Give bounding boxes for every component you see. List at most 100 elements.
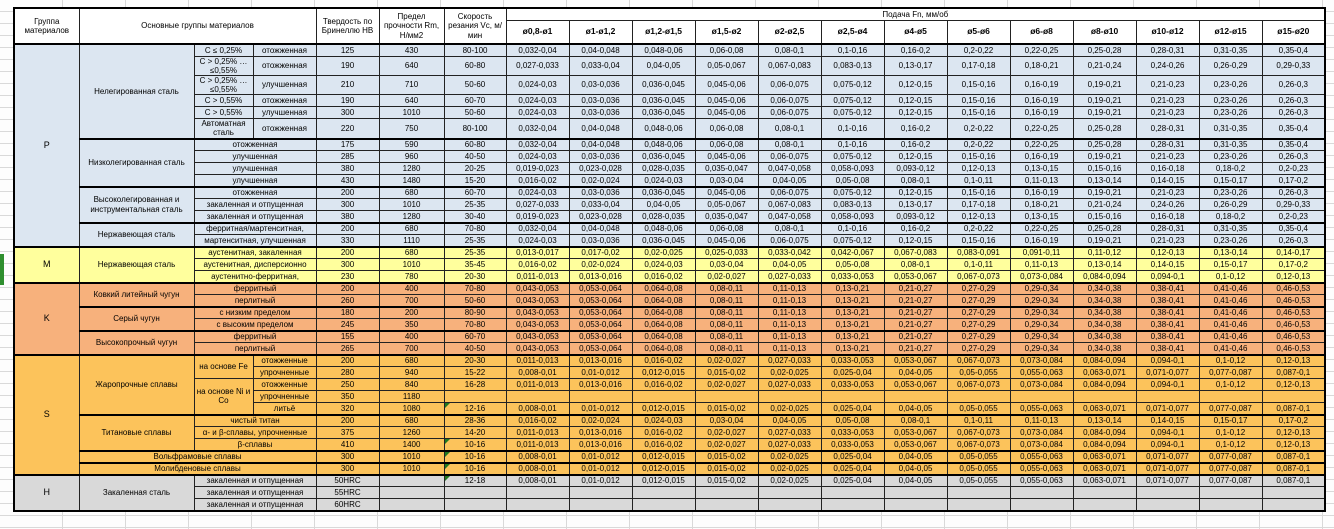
- feed-cell[interactable]: 0,25-0,28: [1072, 43, 1137, 57]
- feed-cell[interactable]: 0,29-0,34: [1009, 294, 1074, 308]
- feed-cell[interactable]: 0,073-0,084: [1009, 378, 1074, 392]
- feed-cell[interactable]: 0,064-0,08: [631, 342, 696, 356]
- feed-cell[interactable]: 0,15-0,16: [946, 94, 1011, 108]
- hardness-cell[interactable]: 230: [315, 270, 380, 284]
- feed-cell[interactable]: 0,024-0,03: [505, 106, 570, 120]
- feed-cell[interactable]: 0,02-0,025: [757, 449, 822, 464]
- feed-cell[interactable]: 0,29-0,33: [1261, 198, 1326, 212]
- material-cell[interactable]: на основе Fe: [193, 353, 254, 380]
- material-cell[interactable]: Высоколегированная и инструментальная ст…: [78, 185, 195, 224]
- speed-cell[interactable]: 80-100: [443, 43, 507, 57]
- feed-cell[interactable]: 0,033-0,04: [568, 198, 633, 212]
- feed-cell[interactable]: 0,073-0,084: [1009, 438, 1074, 452]
- speed-cell[interactable]: 10-16: [443, 449, 507, 464]
- hardness-cell[interactable]: 410: [315, 438, 380, 452]
- feed-cell[interactable]: [1135, 486, 1200, 500]
- feed-cell[interactable]: 0,2-0,23: [1261, 210, 1326, 224]
- feed-cell[interactable]: 0,023-0,028: [568, 210, 633, 224]
- feed-cell[interactable]: 0,045-0,06: [694, 185, 759, 200]
- feed-cell[interactable]: 0,1-0,11: [946, 413, 1011, 428]
- hardness-cell[interactable]: 300: [315, 461, 380, 476]
- material-cell[interactable]: Нержавеющая сталь: [78, 221, 195, 248]
- feed-cell[interactable]: 0,15-0,17: [1198, 174, 1263, 188]
- feed-cell[interactable]: [946, 486, 1011, 500]
- feed-cell[interactable]: 0,27-0,29: [946, 342, 1011, 356]
- feed-cell[interactable]: 0,075-0,12: [820, 106, 885, 120]
- feed-cell[interactable]: 0,042-0,067: [820, 245, 885, 260]
- feed-cell[interactable]: 0,03-0,04: [694, 258, 759, 272]
- material-cell[interactable]: Нержавеющая сталь: [78, 245, 195, 284]
- feed-cell[interactable]: 0,24-0,26: [1135, 198, 1200, 212]
- feed-cell[interactable]: [946, 498, 1011, 512]
- feed-cell[interactable]: 0,063-0,071: [1072, 461, 1137, 476]
- feed-cell[interactable]: 0,1-0,16: [820, 43, 885, 57]
- feed-cell[interactable]: [505, 498, 570, 512]
- feed-cell[interactable]: 0,34-0,38: [1072, 281, 1137, 296]
- strength-cell[interactable]: 1180: [378, 390, 445, 404]
- feed-cell[interactable]: 0,11-0,13: [1009, 258, 1074, 272]
- header-diameter-col[interactable]: ø5-ø6: [946, 20, 1011, 45]
- hardness-cell[interactable]: 285: [315, 150, 380, 164]
- feed-cell[interactable]: 0,071-0,077: [1135, 461, 1200, 476]
- header-material-group[interactable]: Группа материалов: [13, 7, 80, 45]
- material-cell[interactable]: отожженная: [193, 137, 317, 152]
- feed-cell[interactable]: 0,084-0,094: [1072, 270, 1137, 284]
- feed-cell[interactable]: 0,016-0,02: [631, 438, 696, 452]
- feed-cell[interactable]: 0,067-0,083: [757, 198, 822, 212]
- speed-cell[interactable]: 40-50: [443, 150, 507, 164]
- feed-cell[interactable]: 0,11-0,13: [1009, 413, 1074, 428]
- feed-cell[interactable]: 0,11-0,13: [757, 318, 822, 332]
- hardness-cell[interactable]: 245: [315, 318, 380, 332]
- hardness-cell[interactable]: 320: [315, 402, 380, 416]
- feed-cell[interactable]: 0,23-0,26: [1198, 185, 1263, 200]
- material-cell[interactable]: C > 0,25% … ≤0,55%: [193, 74, 254, 96]
- feed-cell[interactable]: 0,2-0,22: [946, 221, 1011, 236]
- feed-cell[interactable]: 0,053-0,064: [568, 342, 633, 356]
- strength-cell[interactable]: 780: [378, 270, 445, 284]
- material-cell[interactable]: ферритная/мартенситная,: [193, 221, 317, 236]
- feed-cell[interactable]: 0,08-0,11: [694, 281, 759, 296]
- feed-cell[interactable]: 0,071-0,077: [1135, 402, 1200, 416]
- feed-cell[interactable]: 0,012-0,015: [631, 461, 696, 476]
- feed-cell[interactable]: 0,043-0,053: [505, 318, 570, 332]
- speed-cell[interactable]: 80-90: [443, 305, 507, 320]
- feed-cell[interactable]: 0,063-0,071: [1072, 366, 1137, 380]
- feed-cell[interactable]: 0,043-0,053: [505, 305, 570, 320]
- feed-cell[interactable]: 0,084-0,094: [1072, 378, 1137, 392]
- hardness-cell[interactable]: 380: [315, 210, 380, 224]
- feed-cell[interactable]: 0,18-0,2: [1198, 162, 1263, 176]
- feed-cell[interactable]: 0,38-0,41: [1135, 318, 1200, 332]
- feed-cell[interactable]: 0,29-0,33: [1261, 55, 1326, 76]
- feed-cell[interactable]: 0,14-0,15: [1135, 258, 1200, 272]
- feed-cell[interactable]: 0,35-0,4: [1261, 137, 1326, 152]
- hardness-cell[interactable]: 210: [315, 74, 380, 96]
- strength-cell[interactable]: 1280: [378, 162, 445, 176]
- feed-cell[interactable]: 0,34-0,38: [1072, 329, 1137, 344]
- feed-cell[interactable]: 0,34-0,38: [1072, 318, 1137, 332]
- feed-cell[interactable]: 0,084-0,094: [1072, 438, 1137, 452]
- feed-cell[interactable]: 0,13-0,21: [820, 329, 885, 344]
- feed-cell[interactable]: 0,075-0,12: [820, 94, 885, 108]
- feed-cell[interactable]: 0,053-0,067: [883, 426, 948, 440]
- feed-cell[interactable]: 0,024-0,03: [505, 234, 570, 248]
- feed-cell[interactable]: 0,02-0,027: [694, 353, 759, 368]
- feed-cell[interactable]: 0,04-0,048: [568, 43, 633, 57]
- feed-cell[interactable]: 0,03-0,04: [694, 174, 759, 188]
- feed-cell[interactable]: 0,1-0,12: [1198, 426, 1263, 440]
- feed-cell[interactable]: 0,05-0,055: [946, 473, 1011, 488]
- feed-cell[interactable]: 0,08-0,1: [757, 43, 822, 57]
- feed-cell[interactable]: [820, 390, 885, 404]
- feed-cell[interactable]: 0,083-0,13: [820, 198, 885, 212]
- feed-cell[interactable]: 0,067-0,083: [883, 245, 948, 260]
- feed-cell[interactable]: 0,064-0,08: [631, 329, 696, 344]
- speed-cell[interactable]: 30-40: [443, 210, 507, 224]
- feed-cell[interactable]: 0,17-0,18: [946, 198, 1011, 212]
- feed-cell[interactable]: 0,22-0,25: [1009, 137, 1074, 152]
- feed-cell[interactable]: 0,23-0,26: [1198, 94, 1263, 108]
- speed-cell[interactable]: 15-20: [443, 174, 507, 188]
- feed-cell[interactable]: 0,032-0,04: [505, 221, 570, 236]
- material-cell[interactable]: закаленная и отпущенная: [193, 473, 317, 488]
- feed-cell[interactable]: 0,045-0,06: [694, 94, 759, 108]
- feed-cell[interactable]: 0,41-0,46: [1198, 318, 1263, 332]
- feed-cell[interactable]: 0,094-0,1: [1135, 353, 1200, 368]
